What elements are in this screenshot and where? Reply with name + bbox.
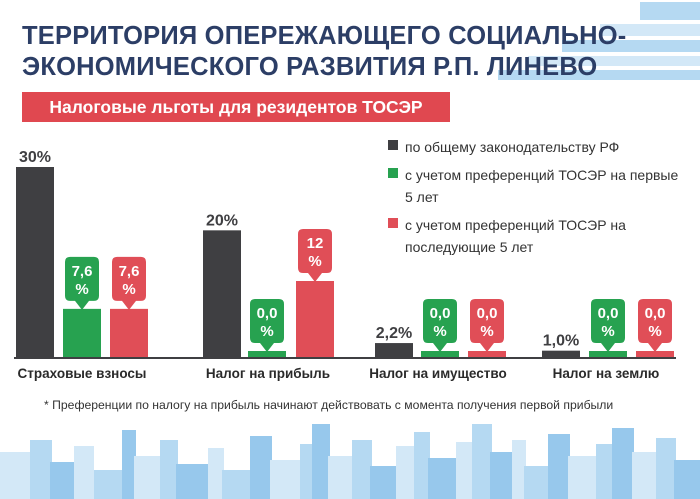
category-label-strakhovye-vzn: Страховые взносы [18, 366, 147, 381]
data-label-nalog-na-zemlyu-first-5-years: 0,0% [598, 305, 619, 340]
city-building-decoration [94, 470, 124, 499]
footnote: * Преференции по налогу на прибыль начин… [44, 398, 614, 412]
data-callout-strakhovye-vzn-first-5-years [65, 256, 99, 310]
data-label-strakhovye-vzn-general: 30% [19, 149, 51, 166]
city-building-decoration [472, 424, 492, 499]
city-building-decoration [50, 462, 76, 499]
legend-swatch-general [388, 140, 398, 150]
sky-stripe-decoration [562, 40, 700, 52]
city-building-decoration [300, 444, 314, 499]
city-building-decoration [674, 460, 700, 499]
city-building-decoration [222, 470, 252, 499]
city-building-decoration [656, 438, 676, 499]
city-building-decoration [74, 446, 94, 499]
bar-nalog-na-imushchestvo-first-5-years [421, 351, 459, 357]
city-building-decoration [250, 436, 272, 499]
sky-stripe-decoration [528, 56, 700, 66]
data-label-nalog-na-pribyl-first-5-years: 0,0% [257, 305, 278, 340]
bar-nalog-na-pribyl-first-5-years [248, 351, 286, 357]
category-label-nalog-na-imushchestvo: Налог на имущество [369, 366, 507, 381]
bar-nalog-na-pribyl-general [203, 230, 241, 357]
legend-label-general: по общему законодательству РФ [405, 139, 620, 155]
city-building-decoration [352, 440, 372, 499]
city-building-decoration [270, 460, 302, 499]
data-label-nalog-na-pribyl-next-5-years: 12% [307, 235, 324, 270]
legend-swatch-next-5-years [388, 218, 398, 228]
sky-stripe-decoration [600, 24, 700, 36]
data-callout-nalog-na-imushchestvo-first-5-years [423, 299, 457, 352]
city-building-decoration [524, 466, 550, 499]
bar-nalog-na-pribyl-next-5-years [296, 281, 334, 357]
city-building-decoration [312, 424, 330, 499]
city-building-decoration [414, 432, 430, 499]
data-label-nalog-na-zemlyu-next-5-years: 0,0% [645, 305, 666, 340]
city-building-decoration [612, 428, 634, 499]
data-label-nalog-na-imushchestvo-next-5-years: 0,0% [477, 305, 498, 340]
subtitle-banner: Налоговые льготы для резидентов ТОСЭР [22, 92, 450, 122]
city-building-decoration [134, 456, 162, 499]
data-label-nalog-na-imushchestvo-general: 2,2% [376, 325, 412, 342]
bar-strakhovye-vzn-general [16, 167, 54, 357]
bar-nalog-na-zemlyu-general [542, 350, 580, 357]
bar-nalog-na-imushchestvo-general [375, 343, 413, 357]
page-title-line-2: ЭКОНОМИЧЕСКОГО РАЗВИТИЯ Р.П. ЛИНЕВО [22, 53, 598, 81]
city-building-decoration [370, 466, 398, 499]
data-callout-nalog-na-imushchestvo-next-5-years [470, 299, 504, 352]
data-label-strakhovye-vzn-first-5-years: 7,6% [72, 263, 93, 298]
data-label-nalog-na-zemlyu-general: 1,0% [543, 333, 579, 350]
city-building-decoration [160, 440, 178, 499]
data-label-nalog-na-imushchestvo-first-5-years: 0,0% [430, 305, 451, 340]
data-callout-nalog-na-zemlyu-first-5-years [591, 299, 625, 352]
city-building-decoration [632, 452, 658, 499]
data-callout-nalog-na-pribyl-first-5-years [250, 299, 284, 352]
data-callout-nalog-na-zemlyu-next-5-years [638, 299, 672, 352]
city-building-decoration [428, 458, 458, 499]
legend-label-first-5-years: с учетом преференций ТОСЭР на первые 5 л… [405, 167, 679, 205]
legend-label-next-5-years: с учетом преференций ТОСЭР на последующи… [405, 217, 626, 255]
data-callout-nalog-na-pribyl-next-5-years [298, 229, 332, 282]
city-building-decoration [456, 442, 474, 499]
city-building-decoration [548, 434, 570, 499]
city-building-decoration [396, 446, 416, 499]
city-building-decoration [30, 440, 52, 499]
bar-nalog-na-zemlyu-next-5-years [636, 351, 674, 357]
bar-strakhovye-vzn-next-5-years [110, 308, 148, 357]
city-building-decoration [176, 464, 210, 499]
sky-stripe-decoration [498, 70, 700, 80]
city-building-decoration [122, 430, 136, 499]
city-building-decoration [328, 456, 354, 499]
city-building-decoration [490, 452, 514, 499]
city-building-decoration [208, 448, 224, 499]
data-label-nalog-na-pribyl-general: 20% [206, 212, 238, 229]
city-building-decoration [0, 452, 32, 499]
category-label-nalog-na-zemlyu: Налог на землю [553, 366, 660, 381]
legend-swatch-first-5-years [388, 168, 398, 178]
category-label-nalog-na-pribyl: Налог на прибыль [206, 366, 330, 381]
bar-nalog-na-zemlyu-first-5-years [589, 351, 627, 357]
city-building-decoration [512, 440, 526, 499]
city-building-decoration [596, 444, 614, 499]
bar-chart: 30% 20% 2,2% 1,0% 7,6 % 0,0 % 0,0 % 0,0 % 7,6 % 12 % 0,0… [14, 149, 676, 381]
bar-nalog-na-imushchestvo-next-5-years [468, 351, 506, 357]
page-title-line-1: ТЕРРИТОРИЯ ОПЕРЕЖАЮЩЕГО СОЦИАЛЬНО- [22, 22, 627, 50]
data-callout-strakhovye-vzn-next-5-years [112, 256, 146, 310]
sky-stripe-decoration [640, 2, 700, 20]
data-label-strakhovye-vzn-next-5-years: 7,6% [119, 263, 140, 298]
city-building-decoration [568, 456, 598, 499]
bar-strakhovye-vzn-first-5-years [63, 308, 101, 357]
